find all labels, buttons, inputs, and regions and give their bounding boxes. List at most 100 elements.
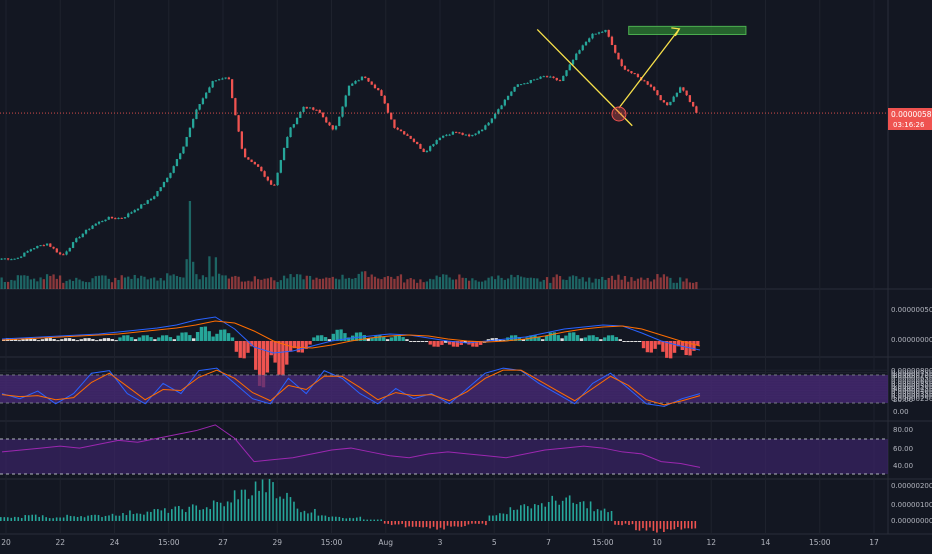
candle-body[interactable] [263, 171, 266, 177]
candle-body[interactable] [623, 65, 627, 70]
candle-body[interactable] [334, 125, 338, 130]
candle-body[interactable] [558, 80, 562, 82]
candle-body[interactable] [549, 76, 552, 78]
candle-body[interactable] [42, 245, 45, 247]
candle-body[interactable] [480, 129, 484, 132]
candle-body[interactable] [36, 245, 39, 249]
candle-body[interactable] [367, 77, 370, 82]
candle-body[interactable] [289, 127, 292, 138]
candle-body[interactable] [409, 135, 412, 139]
price-axis[interactable]: 0.000008000.000007500.000007000.00000650… [891, 367, 932, 403]
candle-body[interactable] [568, 64, 571, 71]
candle-body[interactable] [477, 131, 480, 134]
candle-body[interactable] [198, 104, 201, 110]
candle-body[interactable] [75, 238, 78, 243]
candle-body[interactable] [166, 177, 169, 182]
candle-body[interactable] [688, 95, 692, 102]
macd-indicator[interactable] [1, 316, 701, 388]
candle-body[interactable] [130, 212, 133, 214]
candle-body[interactable] [224, 77, 227, 79]
candle-body[interactable] [490, 118, 493, 123]
candle-body[interactable] [633, 73, 636, 75]
candle-body[interactable] [442, 135, 445, 138]
candle-body[interactable] [256, 164, 260, 167]
candle-body[interactable] [532, 79, 536, 81]
candle-body[interactable] [110, 216, 114, 219]
candle-body[interactable] [614, 45, 617, 53]
candle-body[interactable] [617, 52, 620, 60]
candle-body[interactable] [269, 180, 273, 185]
candle-body[interactable] [445, 134, 448, 136]
candle-body[interactable] [416, 141, 419, 145]
candle-body[interactable] [195, 109, 198, 120]
candle-body[interactable] [88, 228, 91, 230]
candle-body[interactable] [331, 125, 334, 130]
stoch-d-line[interactable] [1, 369, 701, 406]
candlestick-series[interactable] [0, 29, 698, 261]
candle-body[interactable] [399, 129, 403, 132]
candle-body[interactable] [318, 109, 321, 113]
candle-body[interactable] [94, 223, 97, 226]
candle-body[interactable] [127, 213, 130, 218]
candle-body[interactable] [503, 99, 506, 106]
candle-body[interactable] [65, 251, 68, 255]
candle-body[interactable] [497, 109, 500, 114]
candle-body[interactable] [510, 91, 513, 96]
time-axis[interactable]: 20 22 24 15:00 27 29 15:00 Aug 3 5 7 15:00 10 12 14 15:… [1, 538, 879, 547]
candle-body[interactable] [685, 90, 688, 96]
candle-body[interactable] [669, 101, 672, 106]
candle-body[interactable] [552, 76, 555, 78]
macd-line[interactable] [1, 316, 701, 354]
candle-body[interactable] [588, 38, 591, 42]
candle-body[interactable] [620, 59, 623, 66]
candle-body[interactable] [500, 105, 503, 110]
candle-body[interactable] [390, 112, 393, 120]
candle-body[interactable] [406, 134, 409, 136]
candle-body[interactable] [10, 259, 13, 261]
stoch-k-line[interactable] [1, 367, 701, 407]
candle-body[interactable] [299, 111, 302, 118]
candle-body[interactable] [601, 31, 604, 33]
candle-body[interactable] [484, 125, 487, 130]
candle-body[interactable] [175, 159, 179, 167]
candle-body[interactable] [84, 229, 88, 234]
candle-body[interactable] [321, 112, 325, 118]
candle-body[interactable] [357, 80, 360, 82]
candle-body[interactable] [393, 119, 396, 128]
candle-body[interactable] [675, 92, 679, 97]
candle-body[interactable] [16, 257, 19, 259]
candle-body[interactable] [237, 115, 240, 132]
candle-body[interactable] [159, 187, 162, 192]
candle-body[interactable] [519, 84, 523, 86]
candle-body[interactable] [230, 79, 234, 99]
candle-body[interactable] [373, 84, 377, 89]
candle-body[interactable] [143, 203, 146, 205]
candle-body[interactable] [627, 69, 630, 72]
candle-body[interactable] [149, 198, 153, 201]
candle-body[interactable] [325, 117, 328, 123]
candle-body[interactable] [328, 122, 331, 126]
candle-body[interactable] [584, 41, 588, 46]
candle-body[interactable] [23, 252, 26, 257]
candle-body[interactable] [81, 233, 84, 238]
candle-body[interactable] [575, 53, 578, 60]
candle-body[interactable] [458, 132, 461, 134]
candle-body[interactable] [192, 119, 195, 128]
candle-body[interactable] [341, 106, 344, 117]
candle-body[interactable] [153, 196, 156, 199]
candle-body[interactable] [562, 75, 565, 81]
candle-body[interactable] [659, 95, 662, 101]
candle-body[interactable] [672, 96, 675, 102]
target-zone-box[interactable] [628, 25, 747, 35]
candle-body[interactable] [438, 137, 442, 141]
candle-body[interactable] [581, 45, 584, 51]
candle-body[interactable] [305, 106, 308, 109]
breakout-marker[interactable] [611, 106, 627, 122]
candle-body[interactable] [260, 166, 263, 172]
candle-body[interactable] [13, 258, 16, 260]
candle-body[interactable] [312, 107, 315, 110]
candle-body[interactable] [448, 134, 451, 136]
candle-body[interactable] [71, 242, 75, 248]
candle-body[interactable] [49, 243, 52, 247]
